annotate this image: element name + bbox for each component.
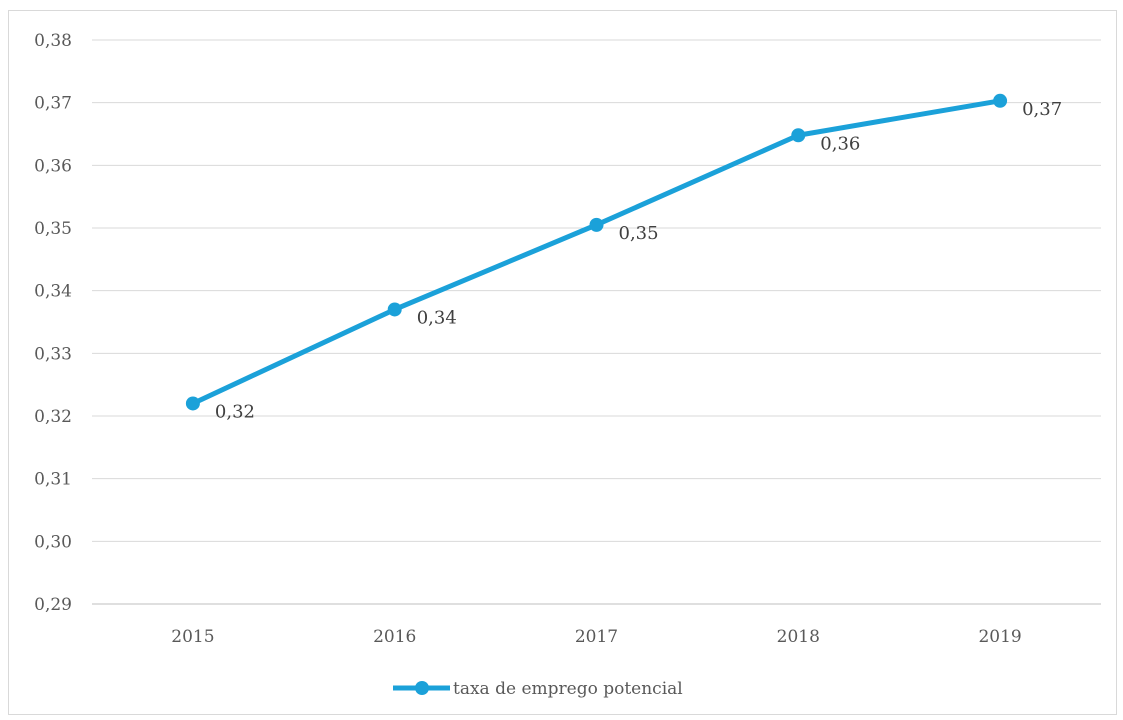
x-tick-label: 2018	[777, 627, 820, 647]
y-tick-label: 0,35	[34, 219, 72, 239]
gridlines	[92, 39, 1101, 605]
series-layer	[185, 93, 1008, 411]
x-tick-label: 2015	[171, 627, 214, 647]
legend: taxa de emprego potencial	[393, 679, 683, 699]
data-label: 0,37	[1022, 99, 1062, 120]
legend-label: taxa de emprego potencial	[453, 679, 683, 699]
series-line	[190, 98, 1003, 406]
chart-frame	[8, 10, 1117, 715]
data-point	[589, 217, 604, 232]
x-axis-ticks: 2015 2016 2017 2018 2019	[171, 627, 1021, 647]
y-tick-label: 0,34	[34, 282, 72, 302]
data-label: 0,35	[619, 223, 659, 244]
y-tick-label: 0,31	[34, 470, 72, 490]
data-label: 0,34	[417, 307, 457, 328]
data-point	[185, 396, 200, 411]
y-tick-label: 0,36	[34, 156, 72, 176]
data-label: 0,32	[215, 401, 255, 422]
legend-marker-swatch	[415, 681, 429, 695]
y-tick-label: 0,32	[34, 407, 72, 427]
data-point	[387, 302, 402, 317]
y-axis-ticks: 0,29 0,30 0,31 0,32 0,33 0,34 0,35 0,36 0,37 0,38	[34, 31, 72, 615]
y-tick-label: 0,29	[34, 595, 72, 615]
data-point	[993, 93, 1008, 108]
x-tick-label: 2016	[373, 627, 416, 647]
y-tick-label: 0,37	[34, 94, 72, 114]
data-label: 0,36	[820, 133, 860, 154]
x-tick-label: 2019	[978, 627, 1021, 647]
data-point	[791, 128, 806, 143]
data-labels: 0,32 0,34 0,35 0,36 0,37	[215, 99, 1062, 423]
y-tick-label: 0,30	[34, 532, 72, 552]
y-tick-label: 0,33	[34, 344, 72, 364]
y-tick-label: 0,38	[34, 31, 72, 51]
x-tick-label: 2017	[575, 627, 618, 647]
